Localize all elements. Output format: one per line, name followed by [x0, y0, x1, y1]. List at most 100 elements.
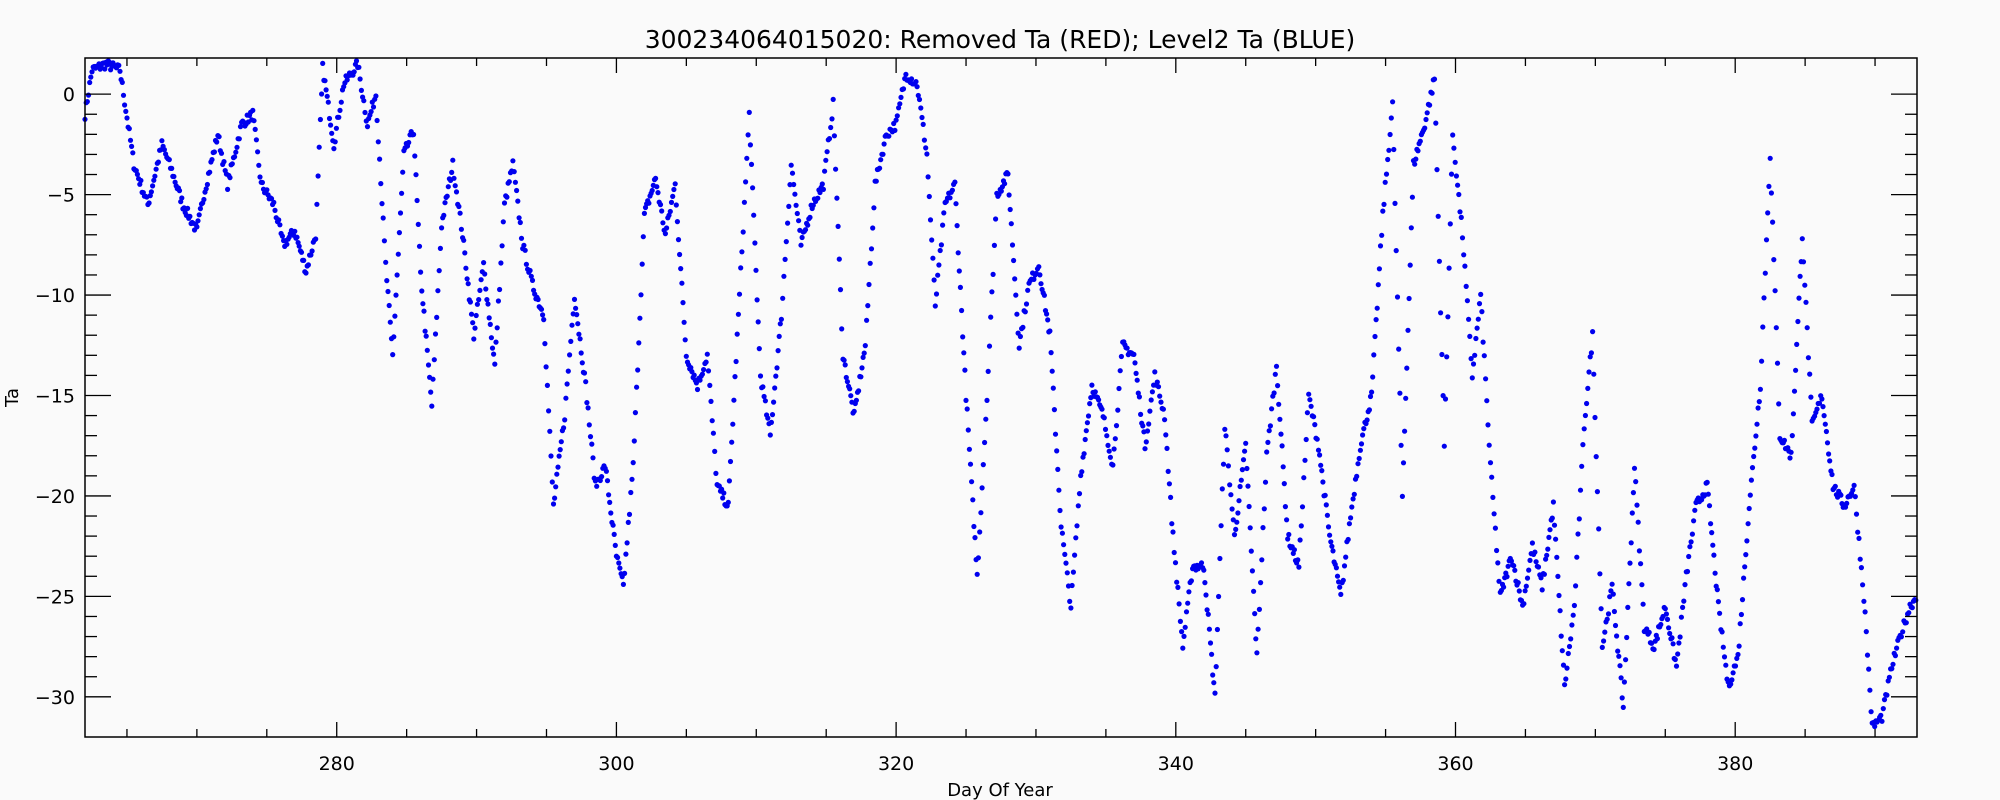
- data-point: [171, 173, 177, 180]
- data-point: [625, 519, 631, 526]
- data-point: [897, 101, 903, 107]
- data-point: [640, 234, 646, 240]
- data-point: [1823, 428, 1829, 435]
- data-point: [751, 212, 757, 218]
- data-point: [1171, 549, 1177, 556]
- data-point: [1314, 436, 1320, 442]
- data-point: [1481, 353, 1487, 359]
- data-point: [799, 234, 805, 241]
- data-point: [515, 198, 521, 204]
- data-point: [1751, 453, 1757, 460]
- data-point: [1624, 634, 1630, 641]
- data-point: [1480, 339, 1486, 345]
- data-point: [1087, 401, 1093, 407]
- data-point: [211, 149, 217, 155]
- data-point: [831, 133, 838, 139]
- data-point: [1370, 374, 1376, 380]
- data-point: [782, 256, 788, 262]
- data-point: [617, 565, 623, 571]
- data-point: [1903, 620, 1909, 626]
- data-point: [1547, 527, 1553, 533]
- data-point: [548, 453, 554, 459]
- data-point: [730, 421, 736, 427]
- data-point: [1575, 531, 1581, 537]
- data-point: [735, 311, 742, 317]
- data-point: [1594, 489, 1600, 495]
- data-point: [218, 150, 225, 156]
- data-point: [463, 265, 469, 271]
- data-point: [741, 199, 748, 205]
- data-point: [1441, 443, 1447, 449]
- data-point: [1324, 512, 1330, 518]
- data-point: [1140, 423, 1146, 429]
- data-point: [197, 206, 203, 212]
- data-point: [1160, 406, 1166, 412]
- data-point: [870, 225, 876, 231]
- data-point: [865, 303, 871, 309]
- data-point: [893, 117, 899, 123]
- data-point: [456, 203, 462, 210]
- data-point: [761, 393, 767, 400]
- data-point: [1746, 505, 1752, 512]
- data-point: [574, 312, 580, 318]
- data-point: [1667, 630, 1673, 637]
- data-point: [1879, 718, 1885, 724]
- data-point: [1372, 333, 1378, 340]
- data-point: [381, 238, 387, 244]
- data-point: [789, 170, 796, 176]
- data-point: [587, 434, 594, 440]
- data-point: [1047, 328, 1053, 334]
- data-point: [921, 137, 928, 143]
- data-point: [1012, 276, 1018, 282]
- data-point: [746, 109, 752, 115]
- data-point: [1735, 651, 1741, 658]
- data-point: [1790, 411, 1796, 417]
- data-point: [1217, 555, 1223, 562]
- data-point: [1106, 448, 1112, 454]
- data-point: [527, 267, 533, 274]
- data-point: [444, 193, 450, 199]
- data-point: [955, 250, 961, 256]
- data-point: [1630, 490, 1636, 496]
- data-point: [481, 260, 487, 266]
- data-point: [1768, 190, 1774, 196]
- data-point: [549, 479, 555, 485]
- data-point: [1272, 371, 1278, 377]
- data-point: [375, 139, 381, 145]
- data-point: [471, 336, 477, 342]
- data-point: [1760, 324, 1766, 330]
- data-point: [1616, 653, 1622, 659]
- data-point: [546, 408, 552, 414]
- data-point: [1394, 294, 1401, 300]
- data-point: [1329, 543, 1335, 549]
- data-point: [1343, 554, 1349, 560]
- data-point: [1546, 534, 1552, 541]
- data-point: [102, 66, 108, 72]
- data-point: [1174, 579, 1180, 585]
- data-point: [1524, 575, 1531, 581]
- data-point: [1739, 597, 1746, 603]
- data-point: [933, 291, 940, 297]
- data-point: [638, 292, 644, 298]
- data-point: [1252, 611, 1258, 617]
- data-point: [1711, 552, 1717, 558]
- data-point: [1341, 563, 1348, 569]
- data-point: [1375, 282, 1381, 288]
- data-point: [959, 307, 965, 314]
- data-point: [868, 246, 875, 252]
- data-point: [1478, 291, 1484, 297]
- data-point: [1084, 420, 1090, 426]
- data-point: [1889, 666, 1895, 672]
- data-point: [734, 331, 740, 337]
- data-point: [984, 397, 990, 403]
- data-point: [967, 461, 974, 467]
- data-point: [423, 333, 429, 339]
- data-point: [1867, 687, 1873, 693]
- data-point: [777, 321, 783, 327]
- data-point: [620, 581, 627, 588]
- data-point: [1744, 538, 1750, 544]
- data-point: [436, 268, 442, 274]
- data-point: [422, 328, 428, 334]
- data-point: [1404, 365, 1410, 371]
- data-point: [1297, 537, 1303, 543]
